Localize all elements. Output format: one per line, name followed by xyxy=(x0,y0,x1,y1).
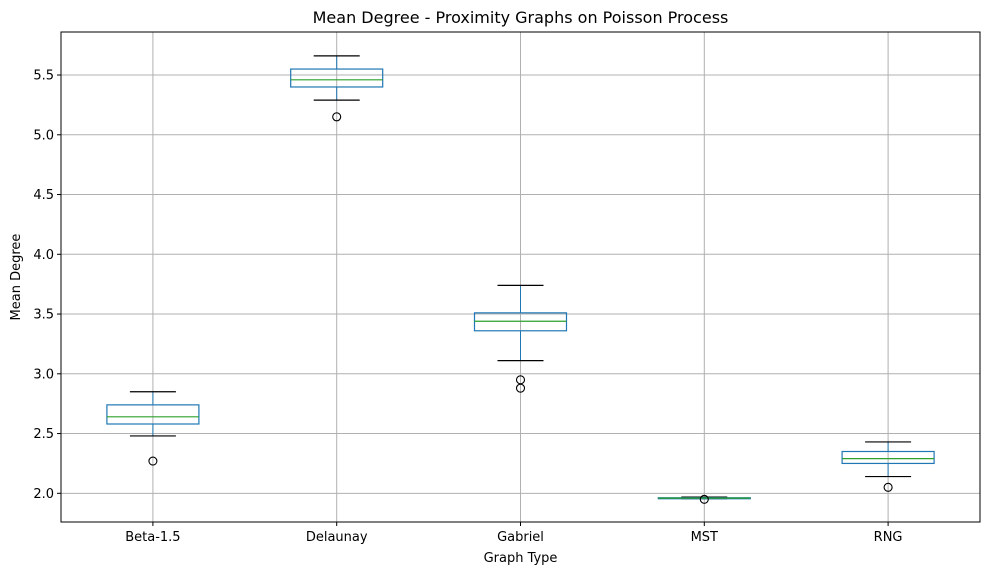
iqr-box xyxy=(290,68,384,88)
box-gabriel xyxy=(473,284,568,393)
box-rng xyxy=(841,441,935,492)
outlier-point xyxy=(883,482,893,492)
grid xyxy=(61,32,980,522)
x-axis-label: Graph Type xyxy=(484,551,558,566)
y-tick-label: 2.0 xyxy=(33,487,54,502)
box-beta-1-5 xyxy=(106,391,200,466)
x-tick-label: RNG xyxy=(874,530,903,545)
y-tick-label: 2.5 xyxy=(33,427,54,442)
box-plots xyxy=(106,55,935,504)
iqr-box xyxy=(106,404,200,425)
y-tick-label: 5.5 xyxy=(33,69,54,84)
outlier-point xyxy=(332,112,342,122)
y-axis-label: Mean Degree xyxy=(9,234,24,321)
x-tick-label: MST xyxy=(691,530,718,545)
box-delaunay xyxy=(290,55,384,122)
outlier-point xyxy=(515,383,526,393)
x-tick-label: Beta-1.5 xyxy=(125,530,180,545)
y-tick-label: 3.5 xyxy=(33,308,54,323)
y-tick-label: 5.0 xyxy=(33,128,54,143)
outlier-point xyxy=(699,494,709,504)
chart-title: Mean Degree - Proximity Graphs on Poisso… xyxy=(313,8,729,27)
x-axis: Beta-1.5 Delaunay Gabriel MST RNG xyxy=(125,522,903,545)
y-tick-label: 3.0 xyxy=(33,367,54,382)
x-tick-label: Gabriel xyxy=(497,530,544,545)
y-tick-label: 4.5 xyxy=(33,188,54,203)
y-tick-label: 4.0 xyxy=(33,248,54,263)
y-axis: 2.0 2.5 3.0 3.5 4.0 4.5 5.0 5.5 xyxy=(33,69,61,502)
box-mst xyxy=(657,494,751,504)
iqr-box xyxy=(841,450,935,465)
x-tick-label: Delaunay xyxy=(306,530,368,545)
outlier-point xyxy=(148,456,158,466)
